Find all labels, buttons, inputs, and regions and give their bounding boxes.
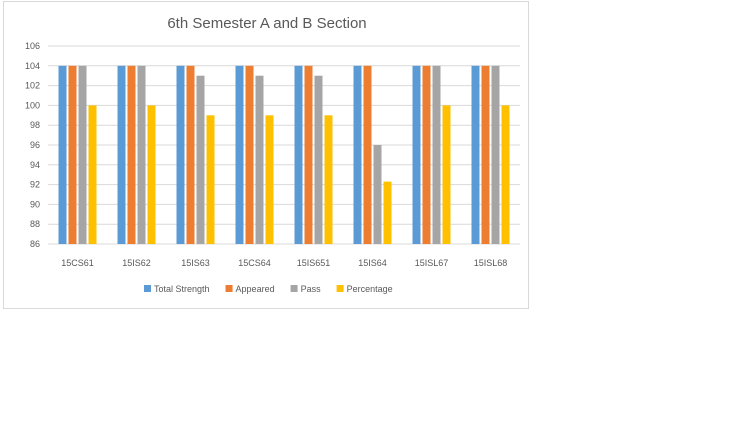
- bar-percentage: [265, 115, 274, 244]
- bar-total-strength: [294, 65, 303, 244]
- bar-pass: [432, 65, 441, 244]
- legend-swatch: [144, 285, 151, 292]
- bar-total-strength: [235, 65, 244, 244]
- legend-swatch: [225, 285, 233, 292]
- bar-percentage: [147, 105, 156, 245]
- bar-appeared: [245, 65, 254, 244]
- x-category-label: 15ISL68: [474, 258, 508, 268]
- x-category-label: 15CS64: [238, 258, 271, 268]
- y-tick-label: 104: [25, 61, 40, 71]
- bar-appeared: [186, 65, 195, 244]
- y-axis-ticks: 86 88 90 92 94 96 98 100 102 104 106: [25, 41, 40, 249]
- bar-total-strength: [117, 65, 126, 244]
- bar-pass: [491, 65, 500, 244]
- bars: [58, 65, 510, 245]
- bar-pass: [255, 75, 264, 244]
- bar-total-strength: [176, 65, 185, 244]
- bar-pass: [78, 65, 87, 244]
- y-tick-label: 100: [25, 100, 40, 110]
- y-tick-label: 92: [30, 180, 40, 190]
- bar-percentage: [442, 105, 451, 245]
- legend-item: Total Strength: [144, 284, 210, 294]
- x-category-label: 15IS64: [358, 258, 387, 268]
- legend-label: Percentage: [347, 284, 393, 294]
- bar-chart: 6th Semester A and B Section 86 88 90 92 94 9…: [25, 15, 520, 294]
- bar-percentage: [383, 181, 392, 244]
- x-category-label: 15ISL67: [415, 258, 449, 268]
- bar-total-strength: [471, 65, 480, 244]
- bar-pass: [137, 65, 146, 244]
- y-tick-label: 86: [30, 239, 40, 249]
- legend-swatch: [336, 285, 344, 292]
- legend-swatch: [290, 285, 298, 292]
- bar-percentage: [324, 115, 333, 244]
- bar-pass: [314, 75, 323, 244]
- legend-label: Pass: [301, 284, 322, 294]
- bar-appeared: [481, 65, 490, 244]
- chart-title: 6th Semester A and B Section: [167, 15, 366, 32]
- x-category-label: 15CS61: [61, 258, 94, 268]
- bar-appeared: [422, 65, 431, 244]
- bar-percentage: [88, 105, 97, 245]
- y-tick-label: 106: [25, 41, 40, 51]
- y-tick-label: 102: [25, 81, 40, 91]
- chart-frame: 6th Semester A and B Section 86 88 90 92 94 9…: [3, 1, 529, 309]
- bar-total-strength: [353, 65, 362, 244]
- bar-pass: [196, 75, 205, 244]
- legend: Total Strength Appeared Pass Percentage: [144, 284, 393, 294]
- bar-appeared: [127, 65, 136, 244]
- x-axis-categories: 15CS61 15IS62 15IS63 15CS64 15IS651 15IS64 15I…: [61, 258, 507, 268]
- y-tick-label: 96: [30, 140, 40, 150]
- bar-appeared: [363, 65, 372, 244]
- y-tick-label: 94: [30, 160, 40, 170]
- legend-item: Percentage: [336, 284, 393, 294]
- legend-item: Pass: [290, 284, 322, 294]
- legend-label: Total Strength: [154, 284, 210, 294]
- legend-label: Appeared: [236, 284, 275, 294]
- x-category-label: 15IS62: [122, 258, 151, 268]
- y-tick-label: 90: [30, 199, 40, 209]
- bar-total-strength: [412, 65, 421, 244]
- gridlines: [48, 45, 520, 245]
- x-category-label: 15IS651: [297, 258, 331, 268]
- legend-item: Appeared: [225, 284, 275, 294]
- bar-total-strength: [58, 65, 67, 244]
- y-tick-label: 98: [30, 120, 40, 130]
- x-category-label: 15IS63: [181, 258, 210, 268]
- bar-pass: [373, 145, 382, 244]
- bar-appeared: [304, 65, 313, 244]
- bar-percentage: [501, 105, 510, 245]
- bar-appeared: [68, 65, 77, 244]
- y-tick-label: 88: [30, 219, 40, 229]
- bar-percentage: [206, 115, 215, 244]
